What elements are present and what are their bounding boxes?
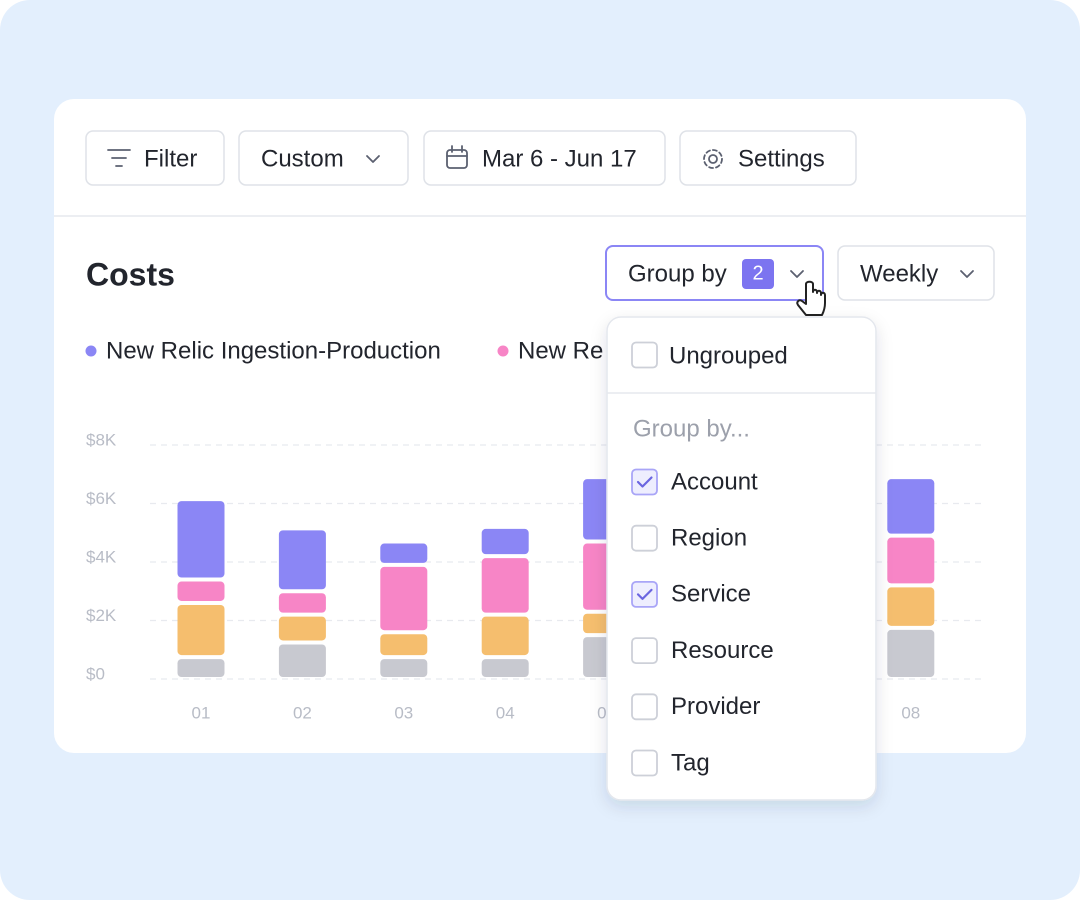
x-tick-label: 03 xyxy=(394,703,413,722)
bar-segment xyxy=(887,629,935,677)
menu-item[interactable]: Tag xyxy=(671,749,710,776)
menu-item[interactable]: Service xyxy=(671,581,751,608)
menu-item[interactable]: Resource xyxy=(671,637,774,664)
bar-segment xyxy=(380,634,428,656)
menu-item[interactable]: Region xyxy=(671,525,747,552)
count-badge xyxy=(742,259,774,289)
bar-segment xyxy=(481,616,529,656)
bar-segment xyxy=(177,604,225,656)
checkbox xyxy=(631,341,658,369)
check-mark xyxy=(636,476,653,488)
x-tick-label: 02 xyxy=(293,703,312,722)
x-tick-label: 08 xyxy=(901,703,920,722)
bar-segment xyxy=(481,659,529,677)
bar-segment xyxy=(177,501,225,578)
bar-segment xyxy=(380,566,428,631)
bar-segment xyxy=(278,616,326,641)
filter-label: Filter xyxy=(144,145,197,172)
bar-segment xyxy=(278,593,326,613)
bar-segment xyxy=(481,558,529,613)
bar-segment xyxy=(177,581,225,601)
count-label: 2 xyxy=(752,262,763,284)
bar-segment xyxy=(278,644,326,677)
bar-segment xyxy=(278,530,326,590)
group-by-button[interactable]: Group by 2 xyxy=(605,245,824,301)
y-tick-label: $0 xyxy=(86,664,105,683)
settings-button[interactable]: Settings xyxy=(679,130,857,186)
y-tick-label: $2K xyxy=(86,606,117,625)
legend-dot xyxy=(85,345,97,357)
checkbox xyxy=(631,581,658,608)
bar-segment xyxy=(887,479,935,534)
bar-segment xyxy=(380,543,428,563)
settings-label: Settings xyxy=(738,145,825,172)
group-by-menu: Group by... Ungrouped Account Region Servic… xyxy=(606,316,877,801)
group-by-label: Group by xyxy=(628,260,727,287)
bar-segment xyxy=(887,537,935,584)
date-button[interactable]: Mar 6 - Jun 17 xyxy=(423,130,666,186)
filter-button[interactable]: Filter xyxy=(85,130,225,186)
checkbox xyxy=(631,749,658,777)
menu-item[interactable]: Provider xyxy=(671,693,760,720)
x-tick-label: 01 xyxy=(192,703,211,722)
checkbox xyxy=(631,524,658,552)
bar-segment xyxy=(177,659,225,677)
bar-segment xyxy=(887,587,935,626)
checkbox xyxy=(631,637,658,664)
menu-item[interactable]: Account xyxy=(671,468,758,495)
range-button[interactable]: Custom xyxy=(238,130,409,186)
y-tick-label: $6K xyxy=(86,489,117,508)
y-tick-label: $4K xyxy=(86,547,117,566)
y-tick-label: $8K xyxy=(86,430,117,449)
legend-label: New Relic Ingestion-Production xyxy=(106,337,441,364)
cursor xyxy=(796,280,826,316)
check-mark xyxy=(636,588,653,600)
checkbox xyxy=(631,468,658,496)
legend-dot xyxy=(497,345,509,357)
bar-segment xyxy=(481,528,529,555)
legend-label: New Re xyxy=(518,337,603,364)
x-tick-label: 04 xyxy=(496,703,515,722)
menu-item[interactable]: Ungrouped xyxy=(669,342,788,369)
bar-segment xyxy=(380,659,428,677)
interval-label: Weekly xyxy=(860,260,938,287)
date-label: Mar 6 - Jun 17 xyxy=(482,145,637,172)
interval-button[interactable]: Weekly xyxy=(837,245,995,301)
range-label: Custom xyxy=(261,145,344,172)
section-title: Costs xyxy=(86,256,175,292)
checkbox xyxy=(631,693,658,721)
menu-heading: Group by... xyxy=(633,415,750,442)
